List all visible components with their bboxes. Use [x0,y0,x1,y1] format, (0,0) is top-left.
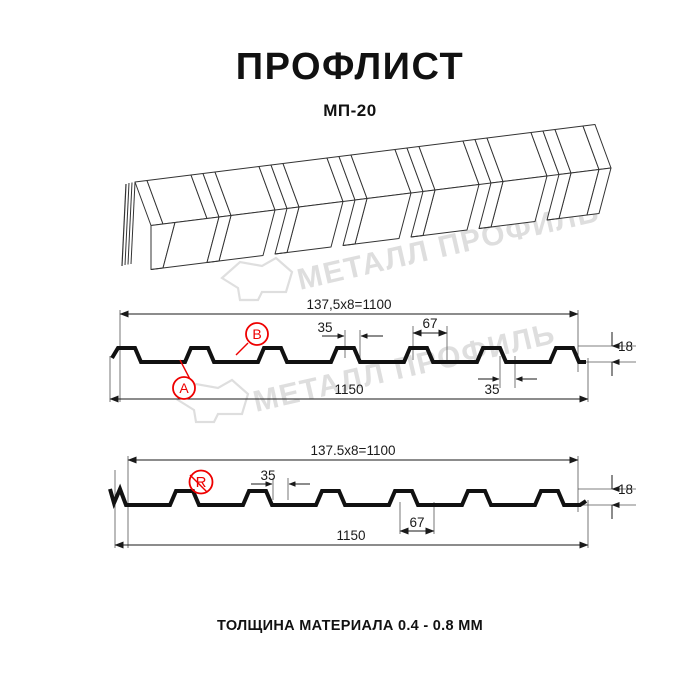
marker-r: R [188,469,214,495]
section-top-group: 137,5x8=1100 1150 35 67 35 18 [109,297,636,403]
watermark-logo-lower: МЕТАЛЛ ПРОФИЛЬ [176,317,559,424]
marker-a-label: A [179,380,189,396]
title-block: ПРОФЛИСТ МП-20 [0,48,700,121]
dim-label-total-bottom: 1150 [336,528,365,543]
marker-a: A [172,359,196,400]
dim-label-valley-top: 67 [422,316,437,331]
section-bottom-group: 137.5x8=1100 1150 35 67 18 R [108,443,636,549]
marker-r-label: R [196,474,207,491]
dim-label-valley-bottom: 67 [409,515,424,530]
dim-label-pitch-bottom: 137.5x8=1100 [311,443,396,458]
dim-label-pitch-top: 137,5x8=1100 [307,297,392,312]
isometric-sheet-view [121,124,612,270]
dim-label-crest-low: 35 [484,382,499,397]
dim-label-height-bottom: 18 [618,482,633,497]
section-bottom-extension-lines [114,456,636,548]
page-subtitle: МП-20 [323,101,377,120]
dim-label-height-top: 18 [618,339,633,354]
profile-path-bottom [108,483,588,509]
profile-path-top [110,346,586,364]
dim-label-crest-top: 35 [317,320,332,335]
dim-label-total-top: 1150 [334,382,363,397]
page-title: ПРОФЛИСТ [235,46,465,88]
marker-b-label: B [252,326,261,342]
dim-label-crest-bottom: 35 [260,468,275,483]
watermark-text-lower: МЕТАЛЛ ПРОФИЛЬ [250,317,559,419]
marker-b: B [235,322,269,356]
material-thickness-note: ТОЛЩИНА МАТЕРИАЛА 0.4 - 0.8 ММ [217,618,483,634]
